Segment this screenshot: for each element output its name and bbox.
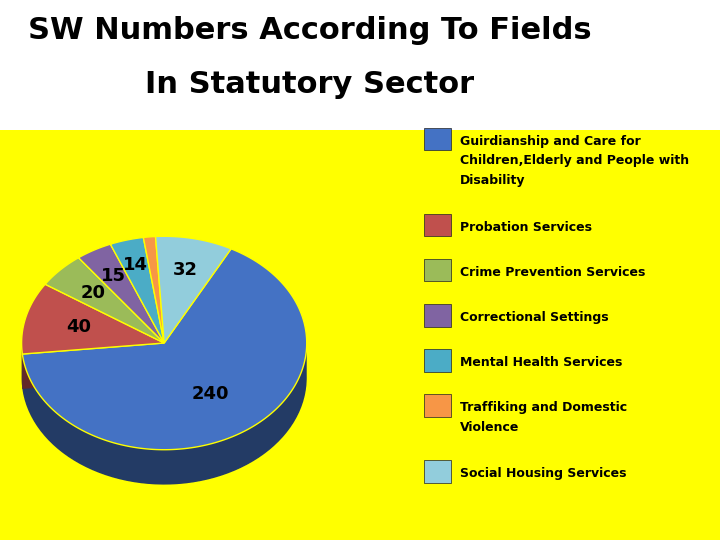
FancyBboxPatch shape — [423, 304, 451, 327]
FancyBboxPatch shape — [423, 214, 451, 237]
Text: 20: 20 — [81, 284, 106, 302]
FancyBboxPatch shape — [423, 460, 451, 483]
Text: Children,Elderly and People with: Children,Elderly and People with — [460, 154, 689, 167]
Text: 15: 15 — [101, 267, 126, 285]
Polygon shape — [22, 343, 164, 389]
Text: 32: 32 — [173, 261, 198, 279]
Polygon shape — [22, 345, 307, 484]
Ellipse shape — [22, 271, 307, 484]
FancyBboxPatch shape — [423, 394, 451, 417]
Polygon shape — [22, 249, 307, 450]
Text: Correctional Settings: Correctional Settings — [460, 311, 608, 324]
Polygon shape — [110, 238, 164, 343]
FancyBboxPatch shape — [423, 349, 451, 372]
Text: Guirdianship and Care for: Guirdianship and Care for — [460, 134, 641, 147]
Text: Mental Health Services: Mental Health Services — [460, 356, 622, 369]
Text: SW Numbers According To Fields: SW Numbers According To Fields — [28, 16, 591, 45]
Polygon shape — [22, 343, 164, 389]
Polygon shape — [143, 237, 164, 343]
Text: Probation Services: Probation Services — [460, 221, 592, 234]
Text: 14: 14 — [123, 256, 148, 274]
Polygon shape — [22, 284, 164, 354]
Text: 240: 240 — [192, 386, 229, 403]
Text: Disability: Disability — [460, 174, 526, 187]
Polygon shape — [156, 237, 231, 343]
Text: In Statutory Sector: In Statutory Sector — [145, 70, 474, 99]
Text: Traffiking and Domestic: Traffiking and Domestic — [460, 401, 627, 414]
Polygon shape — [78, 244, 164, 343]
Text: Social Housing Services: Social Housing Services — [460, 467, 626, 480]
FancyBboxPatch shape — [423, 259, 451, 281]
FancyBboxPatch shape — [423, 127, 451, 150]
Text: Crime Prevention Services: Crime Prevention Services — [460, 266, 645, 279]
Text: Violence: Violence — [460, 421, 519, 434]
Text: 40: 40 — [66, 318, 91, 336]
Polygon shape — [45, 258, 164, 343]
